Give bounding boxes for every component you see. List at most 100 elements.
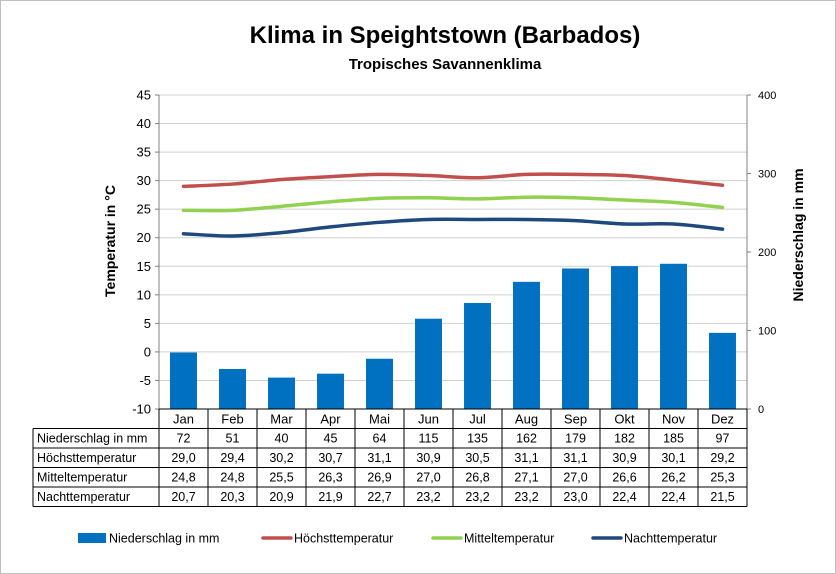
y-tick-label: -5 — [139, 373, 151, 388]
line-hoechsttemperatur — [181, 172, 725, 189]
table-cell: 26,8 — [465, 471, 489, 485]
y2-tick-label: 100 — [758, 326, 776, 338]
table-cell: 24,8 — [171, 471, 195, 485]
y-tick-label: 40 — [137, 116, 151, 131]
y-tick-label: 0 — [144, 344, 151, 359]
x-tick-label: Jun — [418, 412, 439, 427]
x-tick-label: Mar — [270, 412, 293, 427]
table-cell: 97 — [716, 432, 730, 446]
bar-apr — [317, 373, 344, 409]
table-cell: 20,3 — [220, 490, 244, 504]
table-cell: 135 — [467, 432, 488, 446]
legend-item-mitteltemperatur: Mitteltemperatur — [431, 532, 554, 546]
chart-subtitle: Tropisches Savannenklima — [349, 56, 542, 73]
legend-label: Mitteltemperatur — [464, 532, 554, 546]
x-tick-label: Okt — [614, 412, 635, 427]
table-cell: 40 — [275, 432, 289, 446]
line-series — [181, 172, 725, 238]
y-tick-label: 5 — [144, 316, 151, 331]
table-cell: 26,9 — [367, 471, 391, 485]
table-cell: 30,2 — [269, 451, 293, 465]
table-cell: 20,9 — [269, 490, 293, 504]
bar-dez — [709, 332, 736, 409]
x-tick-label: Dez — [711, 412, 734, 427]
legend-label: Nachttemperatur — [624, 532, 717, 546]
line-mitteltemperatur — [181, 195, 725, 213]
table-cell: 162 — [516, 432, 537, 446]
x-tick-label: Nov — [662, 412, 686, 427]
table-cell: 29,4 — [220, 451, 244, 465]
y-tick-label: 20 — [137, 230, 151, 245]
line-nachttemperatur — [181, 217, 725, 238]
x-tick-label: Sep — [564, 412, 587, 427]
table-cell: 30,9 — [416, 451, 440, 465]
x-tick-label: Jul — [469, 412, 486, 427]
bar-mai — [366, 358, 393, 409]
legend: Niederschlag in mm Höchsttemperatur Mittel… — [78, 532, 717, 546]
table-cell: 23,0 — [563, 490, 587, 504]
table-cell: 115 — [419, 432, 439, 446]
legend-label: Niederschlag in mm — [109, 532, 219, 546]
table-cell: 26,3 — [318, 471, 342, 485]
chart-title: Klima in Speightstown (Barbados) — [250, 22, 641, 49]
table-cell: 31,1 — [514, 451, 538, 465]
y-tick-label: 10 — [137, 287, 151, 302]
table-row-header: Mitteltemperatur — [37, 471, 127, 485]
bar-jul — [464, 303, 491, 409]
bar-jun — [415, 318, 442, 409]
x-tick-label: Jan — [173, 412, 194, 427]
table-cell: 64 — [373, 432, 387, 446]
data-table: Jan Feb Mar Apr Mai Jun Jul Aug Sep Okt Nov Dez Nied… — [32, 408, 748, 507]
bar-feb — [219, 368, 246, 409]
table-cell: 30,7 — [318, 451, 342, 465]
table-cell: 51 — [226, 432, 240, 446]
legend-item-nachttemperatur: Nachttemperatur — [591, 532, 717, 546]
table-cell: 21,5 — [710, 490, 734, 504]
table-cell: 30,5 — [465, 451, 489, 465]
bar-mar — [268, 377, 295, 409]
y-tick-label: 15 — [137, 259, 151, 274]
table-cell: 22,7 — [367, 490, 391, 504]
table-cell: 27,0 — [416, 471, 440, 485]
table-cell: 45 — [324, 432, 338, 446]
x-tick-label: Apr — [320, 412, 341, 427]
table-cell: 27,0 — [563, 471, 587, 485]
table-row-header: Höchsttemperatur — [37, 451, 136, 465]
table-row-header: Niederschlag in mm — [37, 432, 147, 446]
x-tick-label: Mai — [369, 412, 390, 427]
table-cell: 29,0 — [171, 451, 195, 465]
y-tick-label: 30 — [137, 173, 151, 188]
bar-nov — [660, 263, 687, 409]
x-tick-label: Feb — [221, 412, 243, 427]
y-tick-label: -10 — [132, 402, 151, 417]
table-cell: 179 — [565, 432, 586, 446]
table-cell: 29,2 — [710, 451, 734, 465]
y-axis-title: Temperatur in °C — [102, 185, 118, 297]
y2-tick-label: 400 — [758, 90, 776, 102]
table-cell: 24,8 — [220, 471, 244, 485]
table-cell: 182 — [614, 432, 635, 446]
bar-sep — [562, 268, 589, 409]
table-cell: 25,5 — [269, 471, 293, 485]
table-cell: 25,3 — [710, 471, 734, 485]
table-cell: 31,1 — [367, 451, 391, 465]
y-tick-label: 25 — [137, 202, 151, 217]
table-cell: 30,9 — [612, 451, 636, 465]
table-cell: 22,4 — [612, 490, 636, 504]
table-cell: 23,2 — [514, 490, 538, 504]
x-tick-label: Aug — [515, 412, 538, 427]
legend-swatch — [78, 533, 106, 543]
table-cell: 30,1 — [661, 451, 685, 465]
table-cell: 22,4 — [661, 490, 685, 504]
bar-okt — [611, 266, 638, 409]
y-tick-label: 35 — [137, 145, 151, 160]
table-cell: 23,2 — [465, 490, 489, 504]
table-cell: 26,6 — [612, 471, 636, 485]
bar-aug — [513, 281, 540, 409]
bar-series — [170, 263, 736, 409]
y-tick-label: 45 — [137, 88, 151, 103]
table-cell: 20,7 — [171, 490, 195, 504]
table-cell: 185 — [663, 432, 684, 446]
